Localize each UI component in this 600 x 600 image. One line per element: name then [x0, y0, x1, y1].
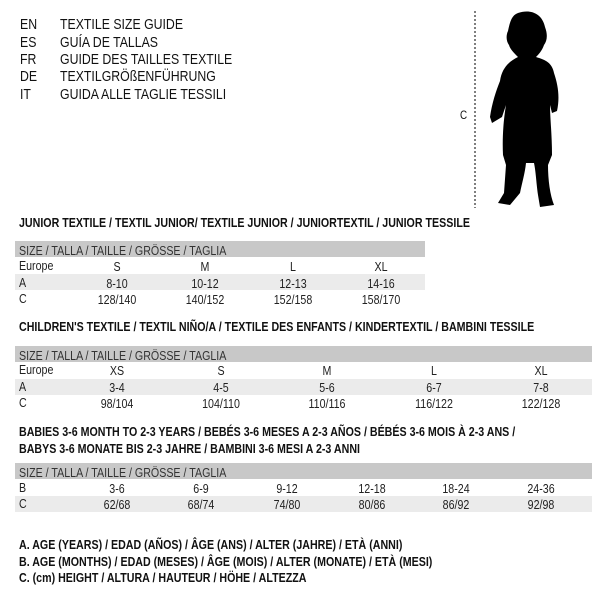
table-cell: 158/170	[361, 292, 401, 307]
table-cell: 68/74	[187, 497, 215, 512]
lang-code: DE	[20, 68, 38, 85]
measure-label: C	[460, 108, 468, 122]
children-title: CHILDREN'S TEXTILE / TEXTIL NIÑO/A / TEX…	[19, 319, 535, 334]
table-cell: 7-8	[533, 380, 549, 395]
table-cell: 128/140	[97, 292, 137, 307]
table-cell: 18-24	[442, 481, 470, 496]
table-cell: 86/92	[442, 497, 470, 512]
row-label: B	[19, 480, 27, 495]
child-silhouette-icon	[474, 11, 559, 208]
table-cell: 4-5	[213, 380, 229, 395]
table-cell: L	[290, 259, 296, 274]
table-cell: 24-36	[527, 481, 555, 496]
table-cell: 3-6	[109, 481, 125, 496]
table-cell: XL	[374, 259, 388, 274]
row-shade	[15, 379, 592, 395]
legend-a: A. AGE (YEARS) / EDAD (AÑOS) / ÂGE (ANS)…	[19, 537, 403, 552]
row-label: A	[19, 275, 27, 290]
table-cell: 74/80	[273, 497, 301, 512]
table-cell: 9-12	[276, 481, 298, 496]
lang-title: GUIDA ALLE TAGLIE TESSILI	[60, 86, 227, 103]
legend-b: B. AGE (MONTHS) / EDAD (MESES) / ÂGE (MO…	[19, 554, 433, 569]
table-cell: 6-7	[426, 380, 442, 395]
table-cell: 12-18	[358, 481, 386, 496]
table-cell: 80/86	[358, 497, 386, 512]
junior-title: JUNIOR TEXTILE / TEXTIL JUNIOR/ TEXTILE …	[19, 215, 470, 230]
table-cell: 3-4	[109, 380, 125, 395]
table-cell: M	[322, 363, 332, 378]
table-cell: M	[200, 259, 210, 274]
table-cell: 10-12	[191, 276, 219, 291]
babies-title: BABIES 3-6 MONTH TO 2-3 YEARS / BEBÉS 3-…	[19, 424, 516, 439]
table-cell: 116/122	[415, 396, 453, 411]
table-cell: 8-10	[106, 276, 128, 291]
lang-code: ES	[20, 34, 37, 51]
table-cell: 5-6	[319, 380, 335, 395]
lang-title: GUIDE DES TAILLES TEXTILE	[60, 51, 233, 68]
babies-title-2: BABYS 3-6 MONATE BIS 2-3 JAHRE / BAMBINI…	[19, 441, 360, 456]
lang-code: IT	[20, 86, 31, 103]
lang-title: TEXTILGRÖßENFÜHRUNG	[60, 68, 216, 85]
table-cell: 98/104	[100, 396, 134, 411]
table-cell: 12-13	[279, 276, 307, 291]
table-cell: 122/128	[521, 396, 561, 411]
table-cell: L	[431, 363, 437, 378]
header-label: SIZE / TALLA / TAILLE / GRÖSSE / TAGLIA	[19, 243, 227, 258]
children-header: SIZE / TALLA / TAILLE / GRÖSSE / TAGLIA	[15, 346, 592, 363]
table-cell: 104/110	[202, 396, 240, 411]
table-cell: 152/158	[273, 292, 313, 307]
lang-code: EN	[20, 16, 38, 33]
table-cell: S	[113, 259, 121, 274]
table-cell: 6-9	[193, 481, 209, 496]
table-cell: 140/152	[185, 292, 225, 307]
table-cell: 14-16	[367, 276, 395, 291]
lang-title: TEXTILE SIZE GUIDE	[60, 16, 184, 33]
lang-title: GUÍA DE TALLAS	[60, 34, 158, 51]
table-cell: S	[217, 363, 225, 378]
table-cell: XL	[534, 363, 548, 378]
row-shade	[15, 274, 425, 290]
table-cell: 62/68	[103, 497, 131, 512]
table-cell: 110/116	[308, 396, 346, 411]
row-label: C	[19, 395, 27, 410]
babies-header: SIZE / TALLA / TAILLE / GRÖSSE / TAGLIA	[15, 463, 592, 480]
lang-code: FR	[20, 51, 37, 68]
row-label: C	[19, 291, 27, 306]
row-label: Europe	[19, 362, 54, 377]
junior-header: SIZE / TALLA / TAILLE / GRÖSSE / TAGLIA	[15, 241, 425, 258]
header-label: SIZE / TALLA / TAILLE / GRÖSSE / TAGLIA	[19, 465, 227, 480]
row-label: C	[19, 496, 27, 511]
table-cell: XS	[109, 363, 125, 378]
header-label: SIZE / TALLA / TAILLE / GRÖSSE / TAGLIA	[19, 348, 227, 363]
table-cell: 92/98	[527, 497, 555, 512]
row-shade	[15, 496, 592, 512]
row-label: Europe	[19, 258, 54, 273]
legend-c: C. (cm) HEIGHT / ALTURA / HAUTEUR / HÖHE…	[19, 570, 307, 585]
row-label: A	[19, 379, 27, 394]
